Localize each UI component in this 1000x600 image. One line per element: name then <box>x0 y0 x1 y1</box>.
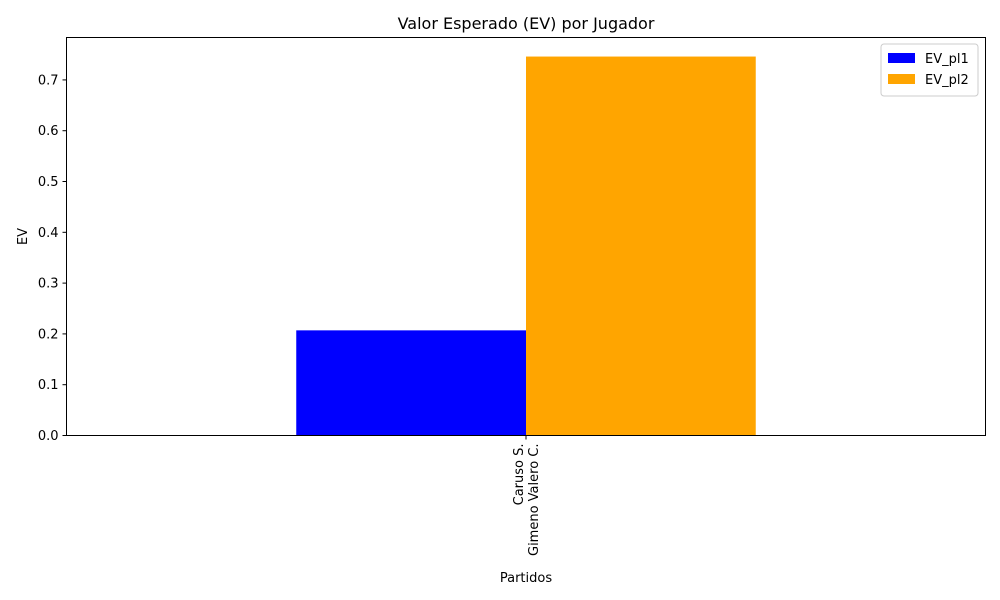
y-axis: 0.0 0.1 0.2 0.3 0.4 0.5 0.6 0.7 <box>38 73 67 444</box>
y-tick-label: 0.3 <box>38 277 59 292</box>
y-tick-label: 0.1 <box>38 378 59 393</box>
y-tick-label: 0.5 <box>38 175 59 190</box>
legend-swatch-EV_pl2 <box>888 74 915 84</box>
legend: EV_pl1 EV_pl2 <box>880 43 979 97</box>
y-axis-label: EV <box>16 228 31 245</box>
bar-EV_pl1 <box>296 330 526 436</box>
plot-frame <box>66 37 986 436</box>
x-tick-label-line: Gimeno Valero C. <box>527 444 542 557</box>
x-axis-label: Partidos <box>500 571 552 586</box>
y-tick-label: 0.6 <box>38 124 59 139</box>
chart-title: Valor Esperado (EV) por Jugador <box>398 14 655 33</box>
bar-EV_pl2 <box>526 56 756 436</box>
legend-label-EV_pl1: EV_pl1 <box>925 52 969 67</box>
y-tick-label: 0.4 <box>38 226 59 241</box>
y-tick-label: 0.2 <box>38 327 59 342</box>
legend-label-EV_pl2: EV_pl2 <box>925 73 969 88</box>
x-axis: Caruso S.Gimeno Valero C. <box>512 435 542 557</box>
bars-group <box>296 56 756 436</box>
x-tick-label: Caruso S.Gimeno Valero C. <box>512 444 542 557</box>
y-tick-label: 0.7 <box>38 73 59 88</box>
legend-swatch-EV_pl1 <box>888 53 915 63</box>
x-tick-label-line: Caruso S. <box>512 444 527 506</box>
y-tick-label: 0.0 <box>38 429 59 444</box>
